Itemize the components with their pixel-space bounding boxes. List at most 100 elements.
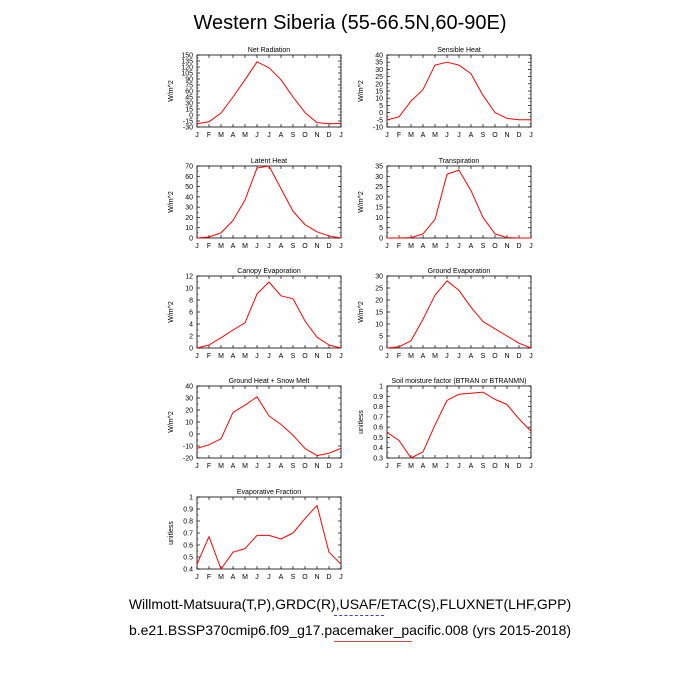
- y-tick-label: -5: [377, 117, 383, 124]
- panel-title: Soil moisture factor (BTRAN or BTRANMN): [392, 378, 527, 385]
- x-tick-label: N: [314, 353, 319, 360]
- x-tick-label: A: [279, 353, 284, 360]
- y-tick-label: 0: [189, 346, 193, 353]
- x-tick-label: J: [195, 132, 199, 139]
- x-tick-label: M: [242, 353, 248, 360]
- x-tick-label: M: [218, 132, 224, 139]
- x-tick-label: M: [242, 132, 248, 139]
- y-tick-label: 15: [375, 89, 383, 96]
- y-tick-label: 30: [375, 67, 383, 74]
- y-tick-label: 0: [189, 432, 193, 439]
- y-tick-label: 0: [379, 346, 383, 353]
- x-tick-label: J: [267, 574, 271, 581]
- panel-title: Sensible Heat: [437, 47, 481, 54]
- panel-title: Canopy Evaporation: [237, 268, 301, 275]
- x-tick-label: S: [481, 243, 486, 250]
- x-tick-label: D: [516, 463, 521, 470]
- x-tick-label: D: [326, 353, 331, 360]
- x-tick-label: S: [481, 353, 486, 360]
- x-tick-label: F: [207, 132, 211, 139]
- y-tick-label: 0.6: [373, 425, 383, 432]
- x-tick-label: A: [469, 243, 474, 250]
- y-tick-label: 8: [189, 298, 193, 305]
- plot-frame: [196, 54, 342, 128]
- x-tick-label: M: [432, 243, 438, 250]
- x-tick-label: A: [469, 353, 474, 360]
- y-tick-label: 20: [185, 408, 193, 415]
- page-title: Western Siberia (55-66.5N,60-90E): [193, 12, 507, 34]
- panel-7: Ground Heat + Snow Melt W/m^2 -20 -10 0 10 20 3…: [168, 378, 343, 470]
- x-tick-label: S: [291, 353, 296, 360]
- x-tick-label: J: [339, 574, 343, 581]
- x-tick-label: J: [195, 243, 199, 250]
- x-tick-label: N: [504, 132, 509, 139]
- y-tick-label: -10: [373, 125, 383, 132]
- y-tick-label: -20: [183, 456, 193, 463]
- x-tick-label: J: [385, 243, 389, 250]
- x-tick-label: J: [529, 243, 533, 250]
- x-tick-label: S: [291, 243, 296, 250]
- y-tick-label: 0.5: [183, 555, 193, 562]
- x-tick-label: N: [314, 243, 319, 250]
- y-axis-label: W/m^2: [358, 191, 365, 213]
- y-tick-label: 150: [181, 53, 193, 60]
- y-tick-label: 75: [185, 83, 193, 90]
- y-tick-label: 10: [375, 215, 383, 222]
- x-tick-label: F: [207, 463, 211, 470]
- x-tick-label: S: [291, 132, 296, 139]
- x-tick-label: A: [469, 132, 474, 139]
- x-tick-label: N: [314, 574, 319, 581]
- panel-title: Ground Evaporation: [428, 268, 491, 275]
- y-axis-label: W/m^2: [168, 191, 175, 213]
- x-tick-label: O: [302, 574, 308, 581]
- x-tick-label: N: [504, 463, 509, 470]
- x-tick-label: J: [339, 353, 343, 360]
- plot-frame: [386, 385, 532, 459]
- x-tick-label: N: [504, 353, 509, 360]
- x-tick-label: J: [445, 132, 449, 139]
- series-line: [387, 169, 531, 239]
- y-tick-label: 30: [185, 205, 193, 212]
- spellcheck-red-underline: [334, 641, 412, 642]
- x-tick-label: A: [279, 243, 284, 250]
- y-tick-label: 25: [375, 286, 383, 293]
- x-tick-label: J: [457, 463, 461, 470]
- x-tick-label: O: [492, 243, 498, 250]
- x-tick-label: A: [469, 463, 474, 470]
- x-tick-label: J: [255, 243, 259, 250]
- x-tick-label: F: [397, 243, 401, 250]
- x-tick-label: A: [279, 132, 284, 139]
- x-tick-label: M: [432, 132, 438, 139]
- x-tick-label: J: [195, 574, 199, 581]
- y-tick-label: 0.4: [183, 567, 193, 574]
- y-tick-label: 6: [189, 310, 193, 317]
- x-tick-label: F: [397, 353, 401, 360]
- x-tick-label: J: [267, 353, 271, 360]
- x-tick-label: D: [516, 243, 521, 250]
- x-tick-label: J: [445, 463, 449, 470]
- y-tick-label: 25: [375, 74, 383, 81]
- x-tick-label: F: [207, 243, 211, 250]
- x-tick-label: O: [302, 463, 308, 470]
- y-tick-label: 1: [189, 495, 193, 502]
- x-tick-label: N: [314, 132, 319, 139]
- x-tick-label: F: [397, 463, 401, 470]
- y-tick-label: 15: [375, 205, 383, 212]
- x-tick-label: S: [291, 574, 296, 581]
- y-tick-label: 15: [185, 107, 193, 114]
- y-tick-label: 120: [181, 65, 193, 72]
- y-axis-label: W/m^2: [168, 411, 175, 433]
- x-tick-label: O: [492, 132, 498, 139]
- x-tick-label: A: [231, 243, 236, 250]
- y-tick-label: 0.8: [183, 519, 193, 526]
- x-tick-label: J: [195, 463, 199, 470]
- x-tick-label: D: [326, 243, 331, 250]
- panel-title: Transpiration: [439, 158, 480, 165]
- x-tick-label: J: [529, 463, 533, 470]
- panel-9: Evaporative Fraction unitless 0.4 0.5 0.6 0.7…: [168, 489, 343, 581]
